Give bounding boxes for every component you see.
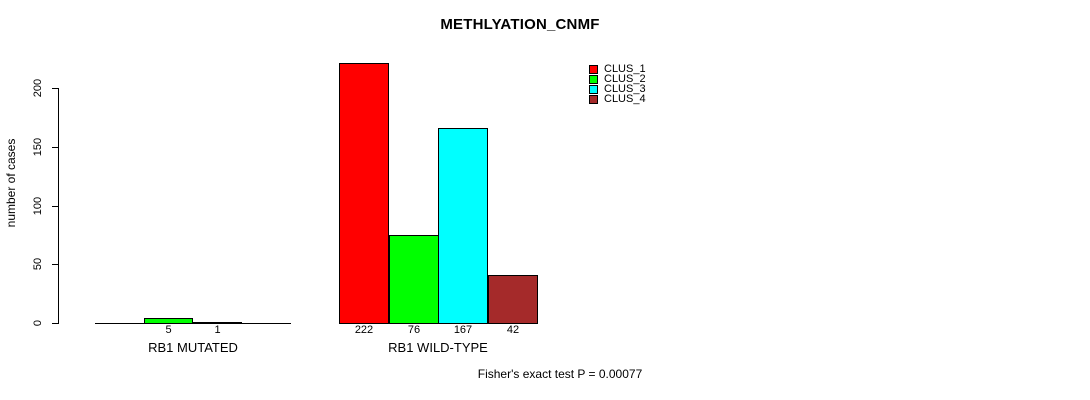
legend-item-clus_3: CLUS_3 [589, 83, 646, 95]
legend-swatch-clus_2 [589, 74, 598, 84]
y-tick-label: 200 [32, 78, 44, 98]
fisher-test-pvalue-text: Fisher's exact test P = 0.00077 [477, 367, 643, 381]
bar-value-label: 76 [407, 324, 421, 336]
bar-clus_1 [339, 63, 389, 324]
y-axis-line [58, 88, 59, 324]
bar-group-rb1-wild-type: 222 76 167 42 RB1 WILD-TYPE [339, 0, 538, 360]
y-tick-mark [52, 147, 58, 148]
y-tick-mark [52, 206, 58, 207]
chart-title: METHLYATION_CNMF [440, 16, 600, 33]
y-tick-mark [52, 264, 58, 265]
bar-value-label: 5 [165, 324, 172, 336]
legend-swatch-clus_1 [589, 64, 598, 74]
y-tick-label: 150 [32, 137, 44, 157]
legend-label: CLUS_1 [604, 63, 646, 75]
bar-value-label: 222 [354, 324, 374, 336]
bar-value-label: 1 [214, 324, 221, 336]
bar-clus_4 [488, 275, 538, 324]
bar-value-label: 42 [506, 324, 520, 336]
bar-clus_3 [438, 128, 488, 324]
legend-swatch-clus_4 [589, 94, 598, 104]
y-axis-label: number of cases [4, 138, 18, 228]
legend-item-clus_1: CLUS_1 [589, 63, 646, 75]
bar-clus_3 [193, 322, 242, 324]
group-label: RB1 MUTATED [148, 340, 238, 355]
group-label: RB1 WILD-TYPE [388, 340, 488, 355]
legend-label: CLUS_4 [604, 93, 646, 105]
y-tick-label: 0 [32, 319, 44, 327]
bar-group-rb1-mutated: 5 1 RB1 MUTATED [95, 0, 291, 360]
y-tick-mark [52, 323, 58, 324]
y-tick-mark [52, 88, 58, 89]
legend-item-clus_2: CLUS_2 [589, 73, 646, 85]
legend-label: CLUS_2 [604, 73, 646, 85]
y-tick-label: 50 [32, 257, 44, 271]
y-tick-label: 100 [32, 196, 44, 216]
bar-value-label: 167 [453, 324, 473, 336]
bar-clus_2 [389, 235, 439, 324]
legend: CLUS_1 CLUS_2 CLUS_3 CLUS_4 [589, 63, 646, 105]
bar-clus_2 [144, 318, 193, 324]
legend-item-clus_4: CLUS_4 [589, 93, 646, 105]
legend-label: CLUS_3 [604, 83, 646, 95]
legend-swatch-clus_3 [589, 84, 598, 94]
